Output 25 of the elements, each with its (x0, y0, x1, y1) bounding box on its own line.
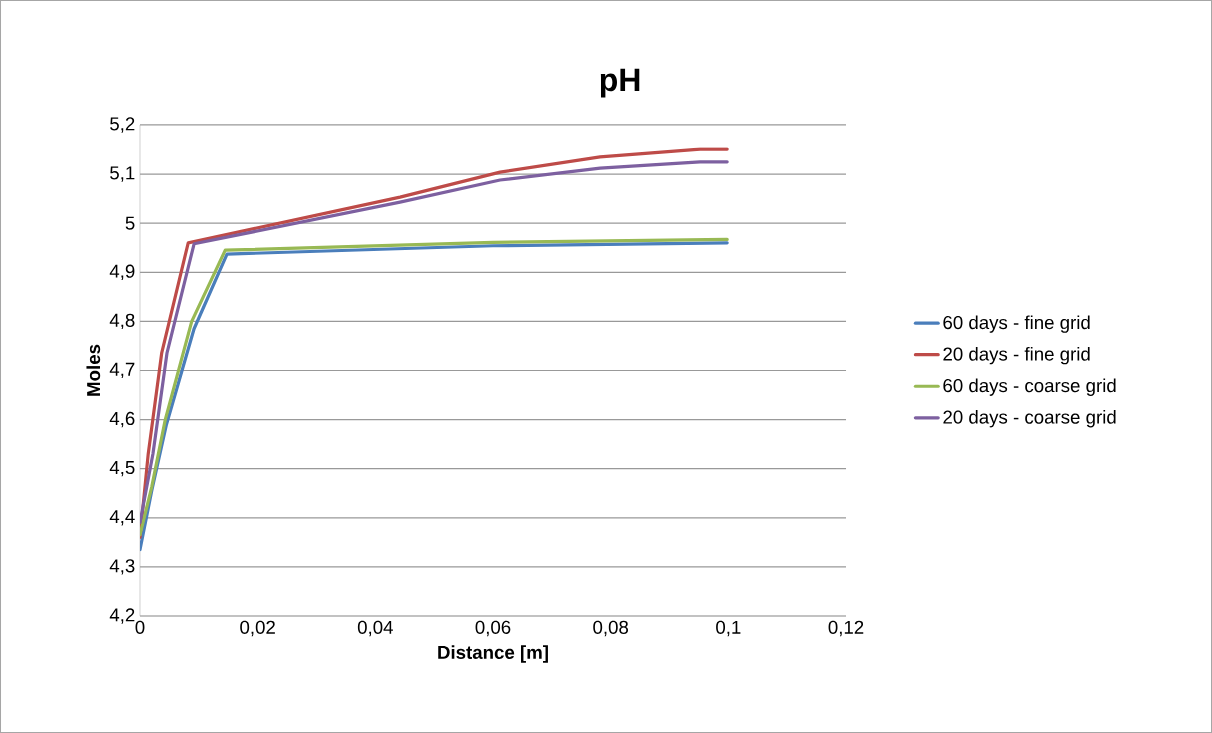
legend-label: 60 days - coarse grid (943, 378, 1116, 396)
y-tick-label: 4,2 (109, 608, 135, 624)
y-tick-label: 4,7 (109, 362, 135, 379)
x-tick-label: 0,06 (475, 620, 511, 637)
y-axis-title: Moles (86, 344, 101, 396)
x-tick-label: 0 (135, 620, 145, 634)
x-tick-label: 0,1 (716, 620, 741, 637)
x-tick-label: 0,02 (240, 620, 275, 637)
x-tick-label: 0,12 (828, 620, 864, 637)
x-tick-label: 0,04 (357, 620, 393, 637)
y-tick-label: 4,3 (109, 559, 135, 575)
y-tick-label: 4,9 (109, 264, 135, 280)
x-axis-title: Distance [m] (438, 645, 548, 663)
y-tick-label: 5,1 (110, 166, 135, 182)
legend-label: 20 days - fine grid (943, 346, 1090, 365)
y-tick-label: 4,8 (109, 313, 135, 330)
y-tick-label: 5,2 (110, 117, 135, 133)
y-tick-label: 4,4 (109, 510, 135, 526)
legend-label: 20 days - coarse grid (943, 410, 1116, 428)
y-tick-label: 5 (125, 216, 135, 230)
chart-title: pH (600, 68, 640, 98)
x-tick-label: 0,08 (593, 620, 629, 637)
y-tick-label: 4,6 (109, 411, 135, 428)
y-tick-label: 4,5 (109, 461, 135, 477)
legend-label: 60 days - fine grid (943, 315, 1090, 333)
